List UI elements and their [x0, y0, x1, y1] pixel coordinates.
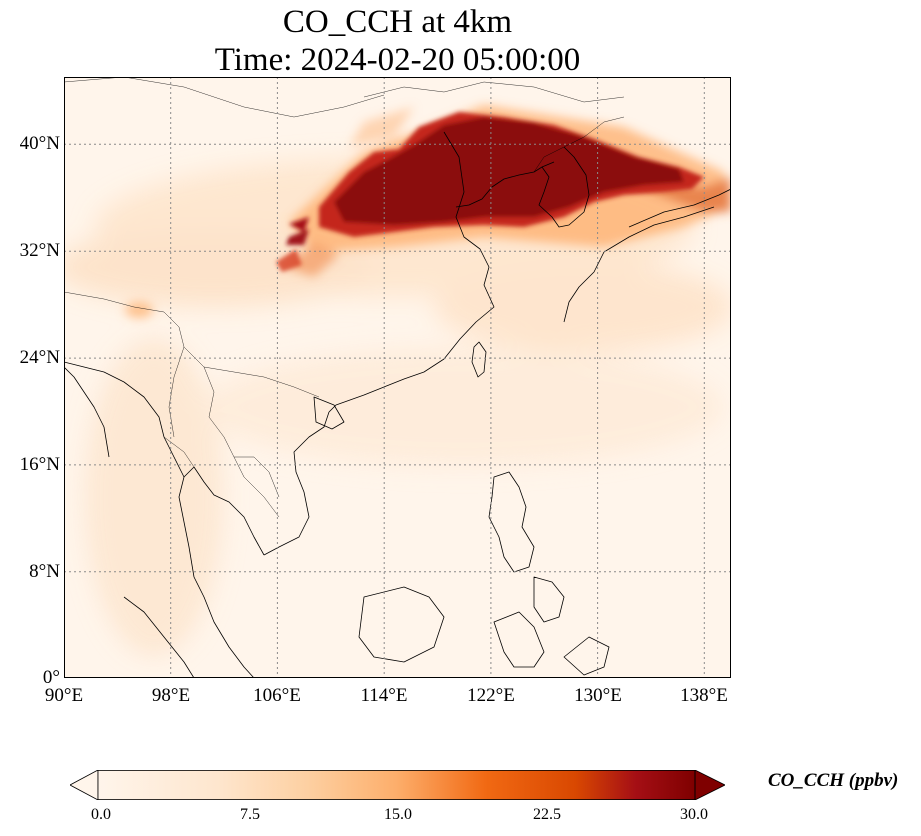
graticule	[64, 77, 731, 678]
lon-tick-label: 90°E	[44, 685, 84, 706]
lon-tick-label: 122°E	[467, 685, 515, 706]
map-panel	[64, 77, 731, 678]
colorbar-tick-label: 15.0	[384, 806, 412, 823]
lat-tick-label: 8°N	[29, 561, 60, 582]
lon-tick-label: 114°E	[360, 685, 408, 706]
map-subtitle-time: Time: 2024-02-20 05:00:00	[214, 42, 581, 78]
lat-tick-label: 16°N	[19, 454, 60, 475]
colorbar	[70, 770, 725, 800]
colorbar-tick-label: 7.5	[240, 806, 260, 823]
lon-tick-label: 138°E	[680, 685, 728, 706]
colorbar-label: CO_CCH (ppbv)	[768, 770, 899, 791]
colorbar-tick-label: 0.0	[91, 806, 111, 823]
colorbar-tick-label: 30.0	[680, 806, 708, 823]
lat-tick-label: 40°N	[19, 133, 60, 154]
map-border	[64, 77, 731, 678]
colorbar-gradient	[98, 770, 695, 800]
colorbar-extend-max	[694, 770, 725, 800]
colorbar-extend-min	[70, 770, 99, 800]
lat-tick-label: 0°	[42, 667, 60, 688]
map-title: CO_CCH at 4km	[282, 4, 513, 40]
coastlines	[64, 131, 731, 678]
lon-tick-label: 106°E	[253, 685, 301, 706]
lat-tick-label: 24°N	[19, 347, 60, 368]
colorbar-tick-label: 22.5	[533, 806, 561, 823]
lon-tick-label: 98°E	[151, 685, 191, 706]
lat-tick-label: 32°N	[19, 240, 60, 261]
lon-tick-label: 130°E	[574, 685, 622, 706]
